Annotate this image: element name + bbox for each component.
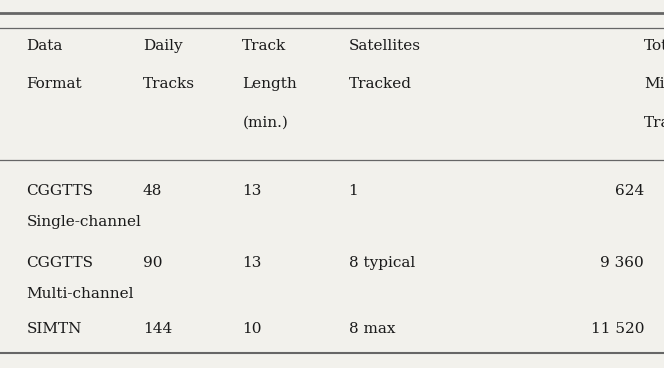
Text: Minutes: Minutes xyxy=(644,77,664,91)
Text: Single-channel: Single-channel xyxy=(27,215,141,229)
Text: 144: 144 xyxy=(143,322,172,336)
Text: 1: 1 xyxy=(349,184,359,198)
Text: 8 max: 8 max xyxy=(349,322,395,336)
Text: 48: 48 xyxy=(143,184,162,198)
Text: 9 360: 9 360 xyxy=(600,256,644,270)
Text: 10: 10 xyxy=(242,322,262,336)
Text: CGGTTS: CGGTTS xyxy=(27,184,94,198)
Text: CGGTTS: CGGTTS xyxy=(27,256,94,270)
Text: Length: Length xyxy=(242,77,297,91)
Text: 13: 13 xyxy=(242,184,262,198)
Text: Total: Total xyxy=(644,39,664,53)
Text: (min.): (min.) xyxy=(242,116,288,130)
Text: 624: 624 xyxy=(615,184,644,198)
Text: 90: 90 xyxy=(143,256,162,270)
Text: 13: 13 xyxy=(242,256,262,270)
Text: Tracked: Tracked xyxy=(349,77,412,91)
Text: SIMTN: SIMTN xyxy=(27,322,82,336)
Text: Tracks: Tracks xyxy=(143,77,195,91)
Text: Data: Data xyxy=(27,39,63,53)
Text: Multi-channel: Multi-channel xyxy=(27,287,134,301)
Text: Track: Track xyxy=(242,39,287,53)
Text: Daily: Daily xyxy=(143,39,183,53)
Text: Format: Format xyxy=(27,77,82,91)
Text: 8 typical: 8 typical xyxy=(349,256,415,270)
Text: Tracked: Tracked xyxy=(644,116,664,130)
Text: 11 520: 11 520 xyxy=(590,322,644,336)
Text: Satellites: Satellites xyxy=(349,39,420,53)
